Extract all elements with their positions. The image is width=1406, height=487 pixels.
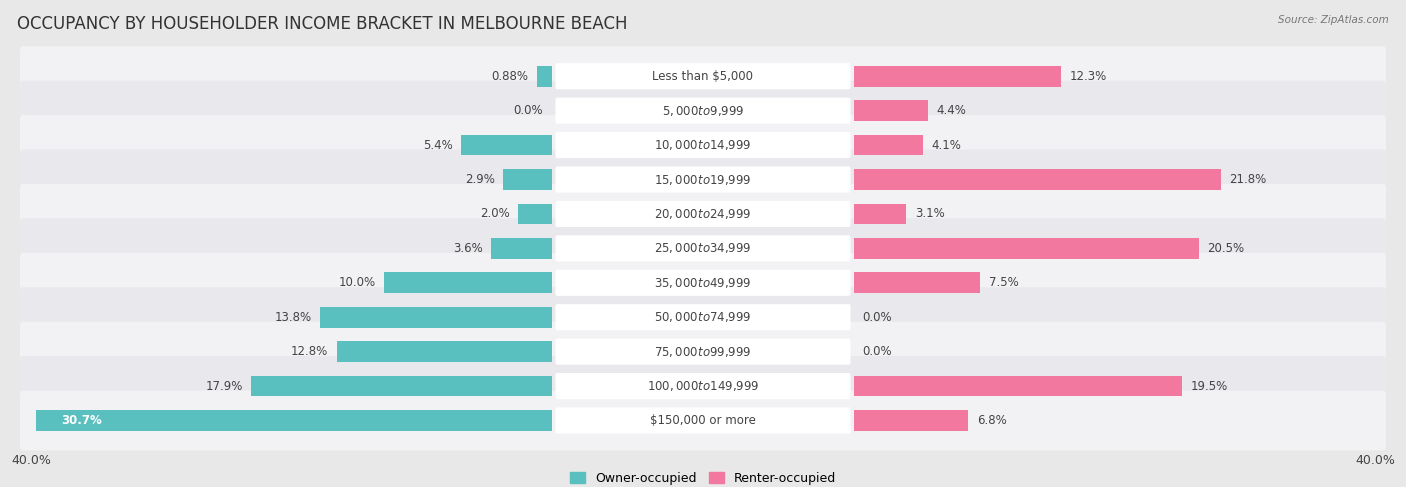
Text: Source: ZipAtlas.com: Source: ZipAtlas.com (1278, 15, 1389, 25)
Bar (855, 169, 1220, 190)
Text: 0.0%: 0.0% (863, 311, 893, 324)
FancyBboxPatch shape (20, 46, 1386, 106)
Text: $5,000 to $9,999: $5,000 to $9,999 (662, 104, 744, 118)
Text: 30.7%: 30.7% (60, 414, 101, 427)
Text: $25,000 to $34,999: $25,000 to $34,999 (654, 242, 752, 255)
Text: 21.8%: 21.8% (1229, 173, 1267, 186)
FancyBboxPatch shape (555, 235, 851, 262)
Text: 2.0%: 2.0% (479, 207, 510, 221)
Bar (855, 66, 1062, 87)
FancyBboxPatch shape (20, 81, 1386, 141)
Bar (321, 307, 551, 328)
Text: 0.0%: 0.0% (513, 104, 543, 117)
Text: OCCUPANCY BY HOUSEHOLDER INCOME BRACKET IN MELBOURNE BEACH: OCCUPANCY BY HOUSEHOLDER INCOME BRACKET … (17, 15, 627, 33)
FancyBboxPatch shape (20, 115, 1386, 175)
FancyBboxPatch shape (20, 150, 1386, 209)
Bar (461, 135, 551, 155)
Text: 6.8%: 6.8% (977, 414, 1007, 427)
FancyBboxPatch shape (555, 338, 851, 365)
Text: $35,000 to $49,999: $35,000 to $49,999 (654, 276, 752, 290)
Text: 7.5%: 7.5% (988, 276, 1018, 289)
Text: $75,000 to $99,999: $75,000 to $99,999 (654, 345, 752, 358)
Text: 3.6%: 3.6% (453, 242, 482, 255)
Bar (503, 169, 551, 190)
Text: $15,000 to $19,999: $15,000 to $19,999 (654, 172, 752, 187)
Bar (855, 204, 907, 225)
Legend: Owner-occupied, Renter-occupied: Owner-occupied, Renter-occupied (565, 467, 841, 487)
Text: 20.5%: 20.5% (1208, 242, 1244, 255)
Text: 4.1%: 4.1% (932, 139, 962, 151)
Bar (37, 410, 551, 431)
Text: 12.8%: 12.8% (291, 345, 328, 358)
Text: 17.9%: 17.9% (205, 379, 243, 393)
Bar (252, 376, 551, 396)
FancyBboxPatch shape (20, 218, 1386, 279)
FancyBboxPatch shape (20, 356, 1386, 416)
Text: $50,000 to $74,999: $50,000 to $74,999 (654, 310, 752, 324)
FancyBboxPatch shape (555, 132, 851, 158)
Text: 10.0%: 10.0% (339, 276, 375, 289)
Text: $10,000 to $14,999: $10,000 to $14,999 (654, 138, 752, 152)
Bar (384, 272, 551, 293)
Text: 12.3%: 12.3% (1070, 70, 1107, 83)
FancyBboxPatch shape (555, 373, 851, 399)
Text: 0.88%: 0.88% (492, 70, 529, 83)
Text: 5.4%: 5.4% (423, 139, 453, 151)
Text: 4.4%: 4.4% (936, 104, 966, 117)
Text: 3.1%: 3.1% (915, 207, 945, 221)
Bar (855, 272, 980, 293)
Bar (855, 238, 1199, 259)
FancyBboxPatch shape (555, 270, 851, 296)
Bar (537, 66, 551, 87)
Bar (855, 135, 924, 155)
FancyBboxPatch shape (555, 408, 851, 433)
FancyBboxPatch shape (20, 184, 1386, 244)
Text: $100,000 to $149,999: $100,000 to $149,999 (647, 379, 759, 393)
FancyBboxPatch shape (555, 63, 851, 89)
FancyBboxPatch shape (555, 167, 851, 192)
Bar (336, 341, 551, 362)
FancyBboxPatch shape (555, 97, 851, 124)
Bar (855, 100, 928, 121)
Text: $20,000 to $24,999: $20,000 to $24,999 (654, 207, 752, 221)
Text: 19.5%: 19.5% (1191, 379, 1227, 393)
Bar (855, 410, 969, 431)
Text: 0.0%: 0.0% (863, 345, 893, 358)
FancyBboxPatch shape (20, 253, 1386, 313)
FancyBboxPatch shape (555, 304, 851, 330)
FancyBboxPatch shape (20, 287, 1386, 347)
Bar (491, 238, 551, 259)
FancyBboxPatch shape (555, 201, 851, 227)
FancyBboxPatch shape (20, 322, 1386, 382)
Text: 2.9%: 2.9% (465, 173, 495, 186)
Text: $150,000 or more: $150,000 or more (650, 414, 756, 427)
Bar (855, 376, 1182, 396)
Text: 13.8%: 13.8% (274, 311, 312, 324)
Text: Less than $5,000: Less than $5,000 (652, 70, 754, 83)
Bar (519, 204, 551, 225)
FancyBboxPatch shape (20, 391, 1386, 450)
